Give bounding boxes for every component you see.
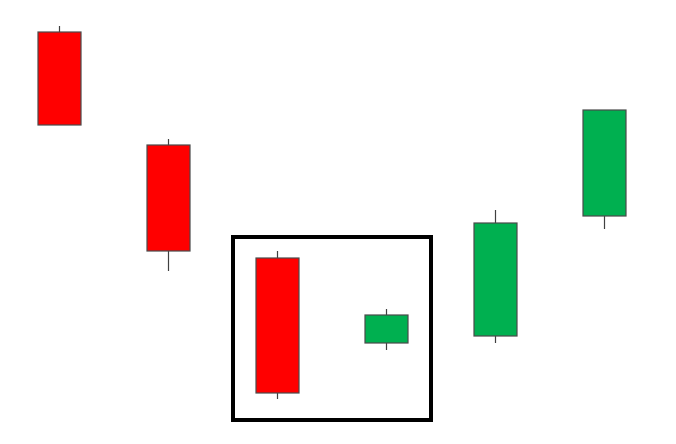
- candle-4-body: [364, 314, 409, 344]
- candles-layer: [37, 26, 627, 399]
- candle-1-body: [37, 31, 82, 126]
- candle-2: [146, 139, 191, 271]
- candle-4: [364, 309, 409, 350]
- pattern-highlight-box: [231, 235, 433, 422]
- candle-1: [37, 26, 82, 126]
- candle-6-body: [582, 109, 627, 217]
- candle-5-body: [473, 222, 518, 337]
- candle-2-body: [146, 144, 191, 252]
- candle-5: [473, 210, 518, 343]
- candle-3-body: [255, 257, 300, 394]
- highlight-layer: [231, 235, 433, 422]
- candle-3: [255, 251, 300, 399]
- candle-6: [582, 109, 627, 229]
